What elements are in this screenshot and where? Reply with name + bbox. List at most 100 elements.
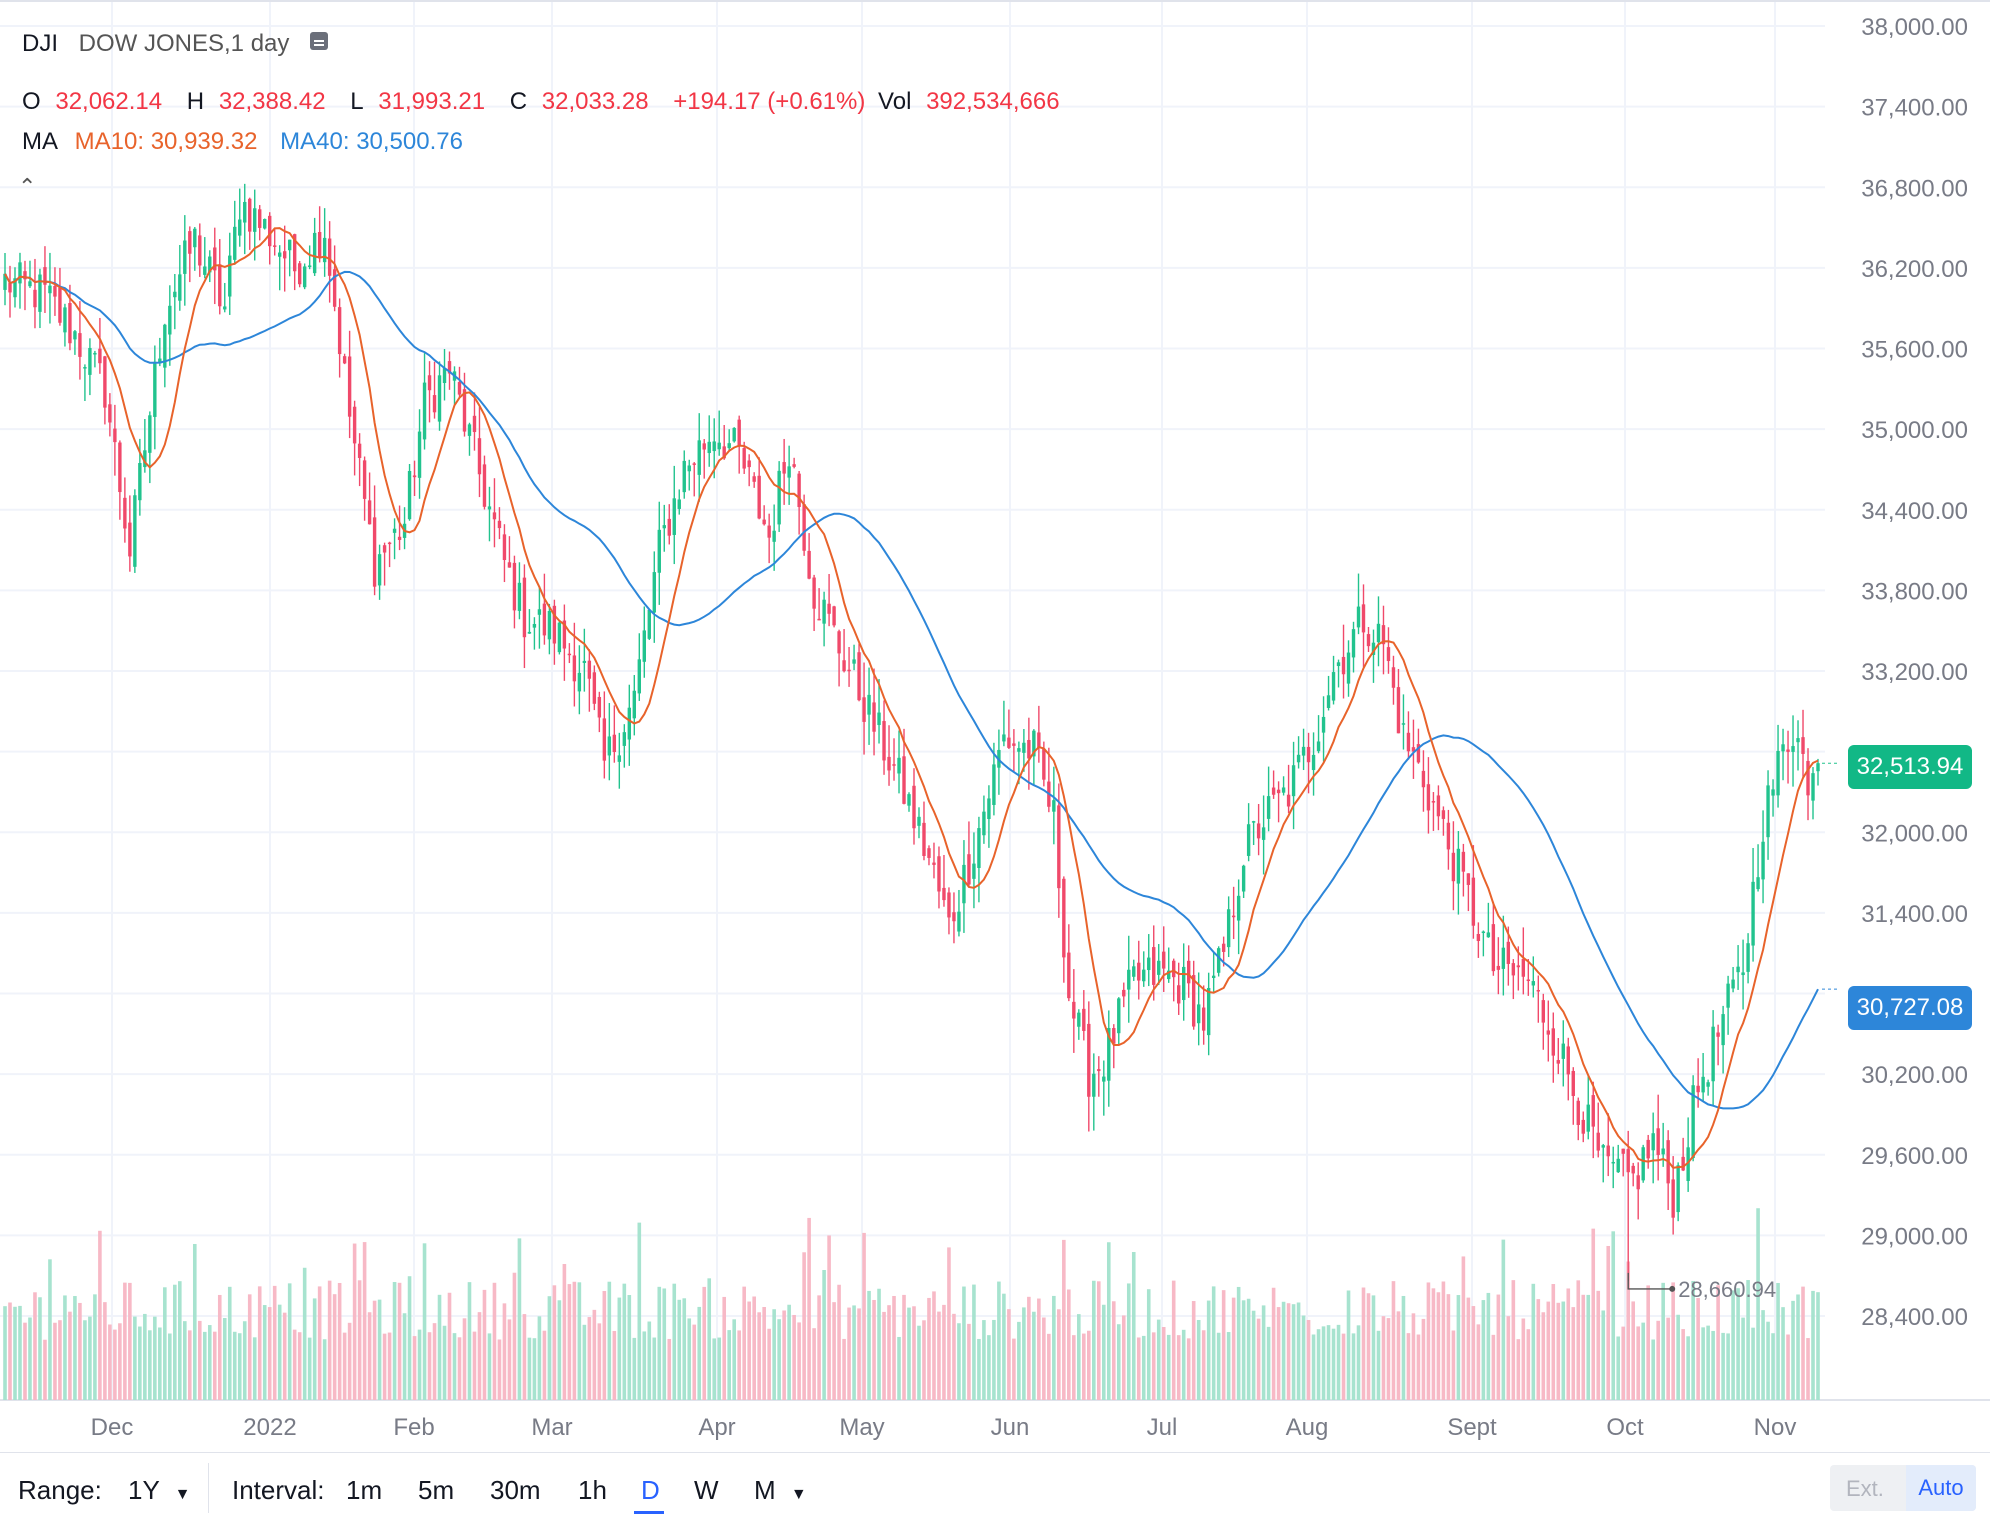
volume-bar bbox=[1062, 1239, 1066, 1400]
volume-bar bbox=[1156, 1319, 1161, 1400]
interval-m-select[interactable]: M ▼ bbox=[754, 1475, 807, 1506]
candle-body bbox=[682, 460, 686, 493]
candle-body bbox=[1681, 1156, 1685, 1171]
price-chart[interactable]: 38,000.00 37,400.00 36,800.00 36,200.00 35,6… bbox=[0, 0, 1990, 1452]
candle-body bbox=[1181, 966, 1186, 1001]
candle-body bbox=[18, 262, 22, 284]
candle-body bbox=[43, 267, 47, 285]
candle-body bbox=[1641, 1147, 1645, 1181]
candle-body bbox=[842, 660, 846, 672]
interval-w[interactable]: W bbox=[694, 1475, 719, 1505]
interval-30m[interactable]: 30m bbox=[490, 1475, 541, 1505]
candle-body bbox=[647, 609, 651, 639]
volume-bar bbox=[78, 1302, 82, 1400]
candle-body bbox=[1032, 730, 1036, 757]
candle-body bbox=[772, 530, 776, 542]
scale-mode-toggle[interactable]: Ext. Auto bbox=[1830, 1465, 1976, 1511]
candle-body bbox=[1571, 1070, 1575, 1096]
volume-bar bbox=[797, 1322, 801, 1400]
x-tick-label: Aug bbox=[1286, 1414, 1329, 1441]
candle-body bbox=[1246, 824, 1251, 856]
volume-bar bbox=[937, 1311, 941, 1400]
volume-bar bbox=[907, 1307, 911, 1400]
volume-bar bbox=[327, 1280, 332, 1400]
candle-body bbox=[832, 606, 836, 626]
volume-bar bbox=[1101, 1304, 1106, 1400]
candle-body bbox=[327, 238, 332, 276]
candle-body bbox=[912, 785, 916, 829]
volume-bar bbox=[1221, 1290, 1226, 1400]
candle-body bbox=[1636, 1175, 1640, 1190]
candle-body bbox=[1536, 990, 1541, 992]
volume-bar bbox=[517, 1238, 522, 1400]
volume-bar bbox=[1516, 1339, 1521, 1400]
volume-bar bbox=[787, 1304, 791, 1400]
candle-body bbox=[1751, 881, 1755, 946]
candle-body bbox=[897, 757, 901, 774]
volume-bar bbox=[1696, 1298, 1700, 1400]
interval-d[interactable]: D bbox=[641, 1475, 660, 1505]
interval-5m[interactable]: 5m bbox=[418, 1475, 455, 1505]
ext-toggle[interactable]: Ext. bbox=[1846, 1476, 1884, 1501]
candle-body bbox=[1236, 895, 1241, 921]
candle-body bbox=[58, 287, 62, 323]
volume-bar bbox=[1017, 1321, 1021, 1400]
chevron-up-icon[interactable]: ⌃ bbox=[18, 174, 37, 199]
candle-body bbox=[497, 520, 502, 529]
volume-bar bbox=[642, 1331, 647, 1400]
volume-bar bbox=[772, 1309, 776, 1400]
volume-bar bbox=[48, 1259, 52, 1400]
interval-1h[interactable]: 1h bbox=[578, 1475, 607, 1505]
volume-bar bbox=[552, 1285, 557, 1400]
candle-body bbox=[1716, 1032, 1720, 1037]
candle-body bbox=[3, 273, 7, 290]
candle-body bbox=[857, 652, 861, 701]
candle-body bbox=[1191, 975, 1196, 1027]
volume-bar bbox=[1671, 1282, 1675, 1400]
candle-body bbox=[1806, 760, 1810, 796]
volume-bar bbox=[1386, 1318, 1391, 1400]
volume-bar bbox=[1551, 1284, 1556, 1400]
volume-bar bbox=[572, 1281, 577, 1400]
range-select[interactable]: 1Y ▼ bbox=[128, 1475, 190, 1506]
volume-bar bbox=[537, 1316, 542, 1400]
interval-label: Interval: bbox=[232, 1475, 325, 1505]
volume-bar bbox=[1007, 1309, 1011, 1400]
volume-bar bbox=[1806, 1338, 1810, 1400]
candle-body bbox=[38, 274, 42, 312]
auto-toggle[interactable]: Auto bbox=[1906, 1465, 1976, 1511]
volume-bar bbox=[8, 1302, 12, 1400]
volume-bar bbox=[1566, 1288, 1571, 1400]
candle-body bbox=[1516, 965, 1521, 968]
volume-bar bbox=[782, 1310, 786, 1400]
volume-bar bbox=[1661, 1282, 1665, 1400]
volume-bar bbox=[902, 1294, 906, 1400]
volume-bar bbox=[1087, 1330, 1091, 1400]
candle-body bbox=[1671, 1179, 1675, 1218]
volume-bar bbox=[997, 1281, 1001, 1400]
volume-bar bbox=[887, 1305, 891, 1400]
volume-bar bbox=[697, 1306, 702, 1400]
y-tick-label: 33,800.00 bbox=[1861, 578, 1968, 605]
candle-body bbox=[1132, 966, 1136, 977]
volume-bar bbox=[1231, 1297, 1236, 1400]
x-tick-label: Jul bbox=[1147, 1414, 1178, 1441]
volume-bar bbox=[38, 1297, 42, 1400]
x-tick-label: Jun bbox=[991, 1414, 1030, 1441]
candle-body bbox=[1291, 765, 1296, 797]
volume-bar bbox=[407, 1276, 412, 1400]
candle-body bbox=[178, 274, 182, 301]
volume-bar bbox=[133, 1316, 137, 1400]
interval-1m[interactable]: 1m bbox=[346, 1475, 383, 1505]
volume-bar bbox=[1396, 1311, 1401, 1400]
candle-body bbox=[687, 465, 691, 472]
volume-bar bbox=[957, 1323, 961, 1400]
volume-bar bbox=[1701, 1327, 1705, 1400]
volume-bar bbox=[1216, 1332, 1221, 1400]
candle-body bbox=[1117, 998, 1121, 1034]
notes-icon[interactable] bbox=[310, 32, 329, 50]
volume-bar bbox=[1756, 1208, 1760, 1400]
volume-bar bbox=[1691, 1280, 1695, 1400]
candle-body bbox=[1241, 865, 1246, 892]
candle-body bbox=[1801, 737, 1805, 754]
